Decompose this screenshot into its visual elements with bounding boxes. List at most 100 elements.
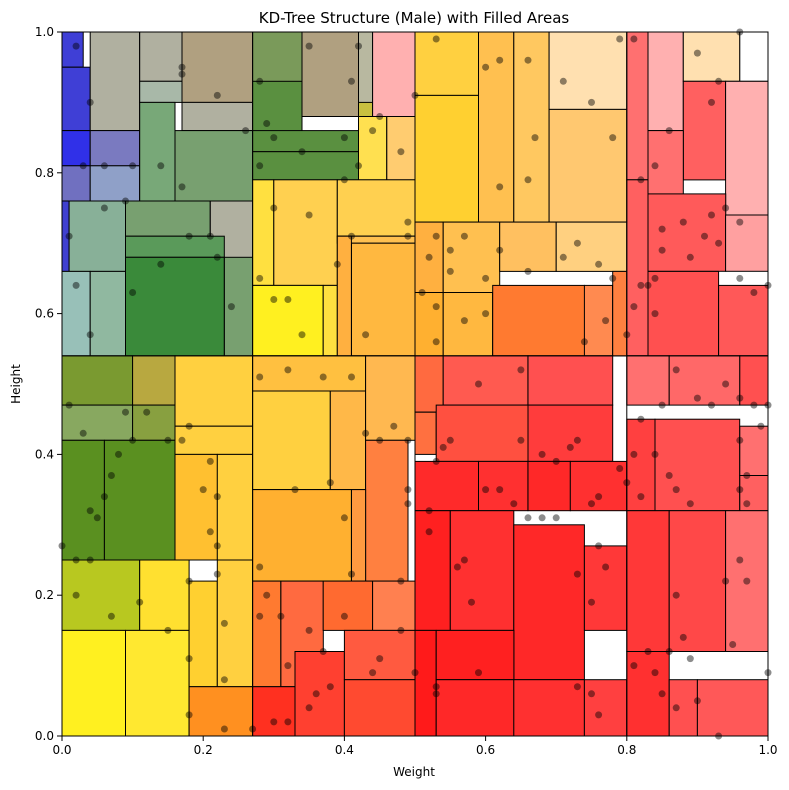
data-point	[658, 246, 666, 254]
y-tick-label: 0.4	[35, 447, 54, 461]
data-point	[630, 303, 638, 311]
plot-area	[58, 28, 772, 740]
data-point	[220, 676, 228, 684]
data-point	[319, 373, 327, 381]
kd-cell	[322, 284, 338, 357]
kd-cell	[252, 580, 282, 688]
data-point	[432, 303, 440, 311]
data-point	[736, 274, 744, 282]
data-point	[404, 218, 412, 226]
data-point	[510, 500, 518, 508]
kd-cell	[174, 355, 254, 427]
data-point	[573, 239, 581, 247]
data-point	[475, 669, 482, 677]
data-point	[432, 232, 440, 240]
kd-cell	[725, 510, 769, 653]
kd-cell	[89, 31, 141, 132]
kd-cell	[329, 390, 367, 491]
data-point	[305, 42, 313, 50]
data-point	[693, 49, 701, 57]
data-point	[348, 77, 355, 85]
kd-cell	[61, 404, 134, 441]
data-point	[686, 253, 694, 261]
data-point	[517, 436, 525, 444]
data-point	[672, 591, 680, 599]
y-tick-label: 0.8	[35, 166, 54, 180]
data-point	[432, 35, 440, 43]
data-point	[623, 331, 631, 339]
data-point	[291, 486, 299, 494]
data-point	[658, 225, 666, 233]
data-point	[538, 514, 546, 522]
y-tick-label: 0.0	[35, 729, 54, 743]
data-point	[362, 331, 370, 339]
data-point	[588, 98, 595, 106]
kd-cell	[647, 130, 684, 195]
data-point	[404, 436, 412, 444]
data-point	[319, 648, 327, 655]
x-axis: 0.0 0.2 0.4 0.6 0.8 1.0	[52, 736, 778, 757]
data-point	[115, 450, 122, 458]
kd-cell	[668, 355, 741, 406]
data-point	[213, 542, 221, 550]
data-point	[708, 98, 715, 106]
data-point	[588, 598, 595, 606]
data-point	[552, 457, 560, 465]
data-point	[157, 162, 165, 170]
data-point	[637, 493, 645, 501]
data-point	[468, 598, 475, 606]
kd-cell	[351, 489, 367, 582]
kd-cell	[61, 355, 134, 406]
data-point	[256, 274, 264, 282]
data-point	[517, 366, 525, 374]
kd-cell	[294, 651, 345, 737]
data-point	[580, 338, 588, 346]
data-point	[270, 718, 278, 726]
kd-cell	[61, 629, 126, 737]
data-point	[432, 338, 440, 346]
kd-cell	[548, 108, 628, 223]
kd-cell	[739, 475, 769, 512]
data-point	[630, 662, 638, 670]
data-point	[693, 394, 701, 402]
data-point	[270, 204, 278, 212]
data-point	[206, 457, 214, 465]
data-point	[602, 563, 610, 571]
kd-cell	[435, 679, 515, 737]
data-point	[630, 35, 638, 43]
data-point	[340, 134, 348, 142]
kd-cell	[139, 80, 183, 103]
data-point	[100, 493, 108, 501]
data-point	[432, 457, 440, 465]
kd-cell	[478, 460, 529, 512]
kd-cell	[682, 31, 741, 82]
kd-cell	[583, 679, 628, 737]
data-point	[86, 556, 94, 564]
kd-cell	[682, 80, 727, 181]
data-point	[750, 401, 758, 409]
data-point	[305, 704, 313, 712]
data-point	[679, 218, 687, 226]
data-point	[129, 436, 137, 444]
data-point	[566, 443, 574, 451]
data-point	[164, 436, 172, 444]
data-point	[340, 176, 348, 184]
kd-cell	[343, 629, 416, 681]
data-point	[390, 422, 398, 430]
data-point	[397, 626, 405, 634]
data-point	[623, 479, 631, 487]
data-point	[79, 429, 87, 437]
kd-cell	[252, 355, 367, 392]
data-point	[404, 500, 412, 508]
data-point	[538, 450, 546, 458]
data-point	[496, 183, 504, 191]
x-tick-label: 0.0	[52, 743, 71, 757]
kd-cell	[414, 292, 444, 357]
data-point	[637, 415, 645, 423]
data-point	[355, 162, 362, 170]
kd-cell	[626, 31, 649, 181]
y-tick-label: 0.2	[35, 588, 54, 602]
data-point	[686, 655, 694, 663]
kd-cell	[89, 270, 126, 357]
kd-cell	[414, 629, 437, 737]
